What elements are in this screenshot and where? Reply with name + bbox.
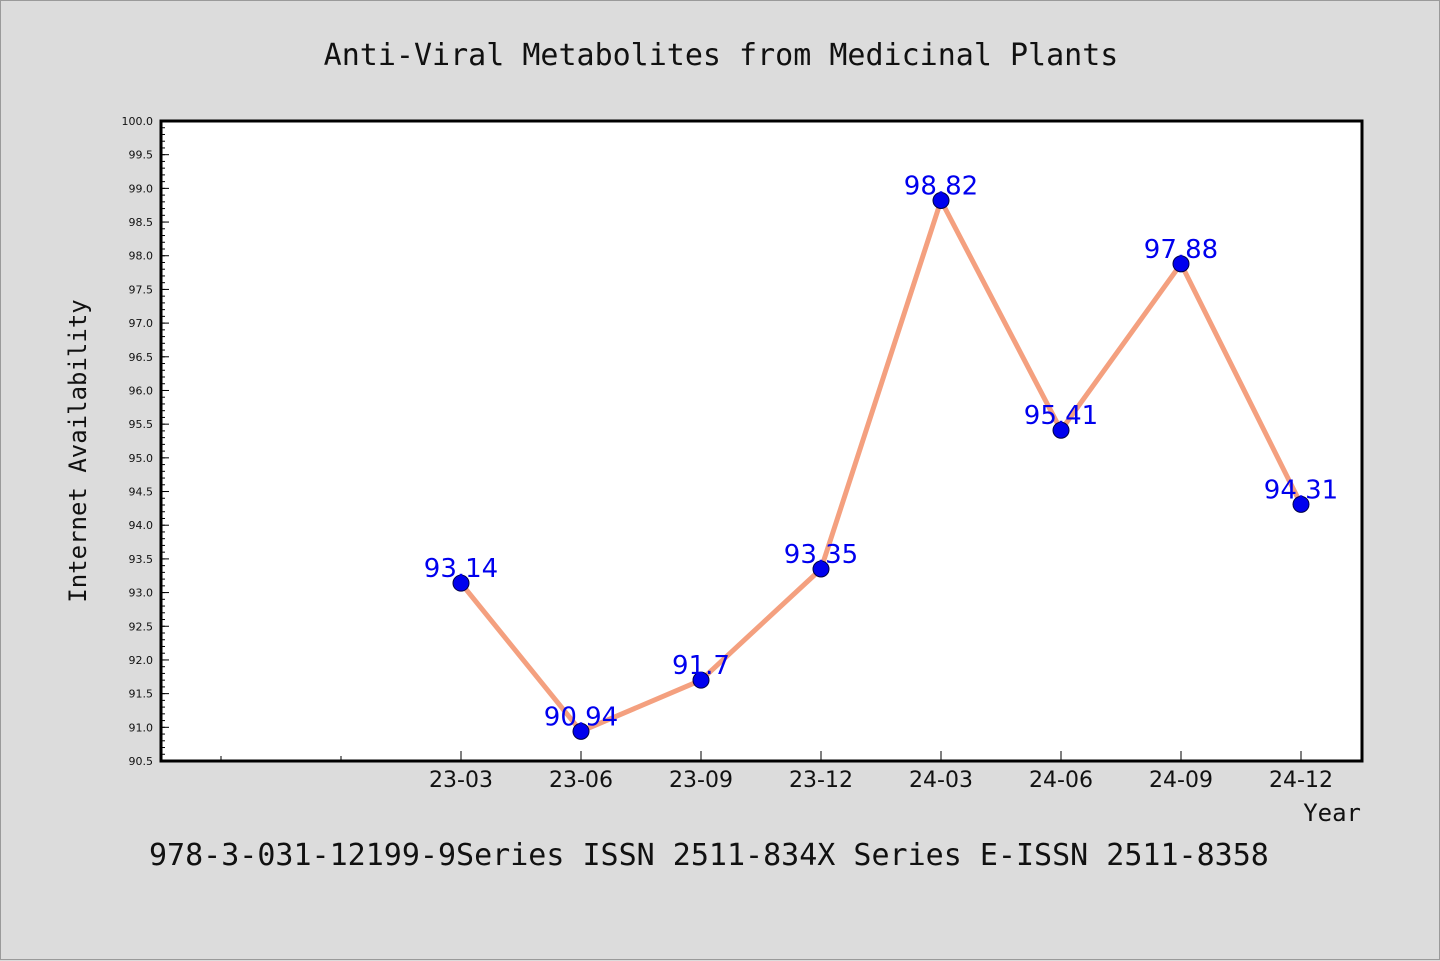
data-label: 98.82 xyxy=(904,171,978,201)
y-tick-label: 95.5 xyxy=(129,418,154,431)
y-tick-label: 92.5 xyxy=(129,620,154,633)
data-point-marker xyxy=(1172,255,1190,273)
plot-area xyxy=(159,119,1364,763)
data-point-marker xyxy=(932,191,950,209)
y-tick-label: 97.0 xyxy=(129,317,154,330)
footer-isbn-text: 978-3-031-12199-9Series ISSN 2511-834X S… xyxy=(149,838,1269,873)
y-tick-label: 96.5 xyxy=(129,351,154,364)
x-tick-label: 23-03 xyxy=(429,768,493,793)
y-tick-label: 93.0 xyxy=(129,587,154,600)
y-tick-label: 90.5 xyxy=(129,755,154,768)
y-tick-label: 98.5 xyxy=(129,216,154,229)
data-point-marker xyxy=(1292,495,1310,513)
x-tick-label: 24-12 xyxy=(1269,768,1333,793)
x-tick-label: 24-09 xyxy=(1149,768,1213,793)
x-axis: 23-03 23-06 23-09 23-12 24-03 24-06 24-09 24-12 xyxy=(220,751,1333,793)
y-tick-label: 94.5 xyxy=(129,486,154,499)
x-tick-label: 24-06 xyxy=(1029,768,1093,793)
x-tick-label: 24-03 xyxy=(909,768,973,793)
y-tick-label: 92.0 xyxy=(129,654,154,667)
y-tick-label: 94.0 xyxy=(129,519,154,532)
series-line-group xyxy=(452,191,1310,740)
data-label: 90.94 xyxy=(544,702,618,732)
data-label: 95.41 xyxy=(1024,401,1098,431)
y-axis-title: Internet Availability xyxy=(64,299,92,602)
data-point-marker xyxy=(1052,421,1070,439)
data-point-marker xyxy=(812,560,830,578)
y-tick-label: 95.0 xyxy=(129,452,154,465)
y-tick-label: 93.5 xyxy=(129,553,154,566)
x-tick-label: 23-09 xyxy=(669,768,733,793)
y-tick-label: 100.0 xyxy=(122,115,154,128)
data-point-marker xyxy=(692,671,710,689)
x-tick-label: 23-12 xyxy=(789,768,853,793)
data-point-marker xyxy=(452,574,470,592)
data-labels: 93.14 90.94 91.7 93.35 98.82 95.41 97.88 94.31 xyxy=(424,171,1338,732)
y-tick-label: 96.0 xyxy=(129,384,154,397)
data-label: 93.35 xyxy=(784,540,858,570)
chart-title: Anti-Viral Metabolites from Medicinal Pl… xyxy=(324,38,1119,73)
y-axis: 90.5 91.0 91.5 92.0 92.5 93.0 93.5 94.0 94.5 95.0… xyxy=(122,115,169,768)
data-label: 97.88 xyxy=(1144,235,1218,265)
data-label: 91.7 xyxy=(672,651,730,681)
y-tick-label: 99.5 xyxy=(129,149,154,162)
data-label: 93.14 xyxy=(424,554,498,584)
y-tick-label: 99.0 xyxy=(129,182,154,195)
data-label: 94.31 xyxy=(1264,475,1338,505)
y-tick-label: 91.5 xyxy=(129,688,154,701)
y-tick-label: 91.0 xyxy=(129,721,154,734)
y-tick-label: 97.5 xyxy=(129,283,154,296)
y-tick-label: 98.0 xyxy=(129,250,154,263)
data-point-marker xyxy=(572,722,590,740)
series-line xyxy=(459,197,1304,734)
x-axis-title: Year xyxy=(1303,799,1361,827)
x-tick-label: 23-06 xyxy=(549,768,613,793)
